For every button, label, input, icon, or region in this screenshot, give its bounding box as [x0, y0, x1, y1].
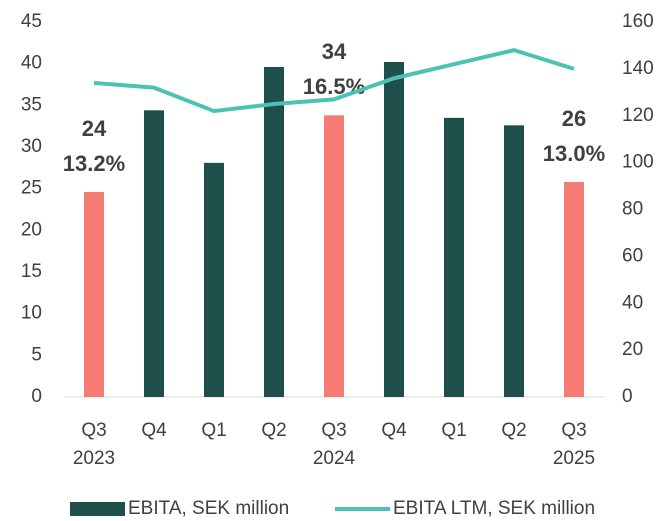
y-tick-label: 5	[31, 344, 42, 365]
y-tick-label: 40	[21, 53, 42, 74]
y2-tick-label: 40	[622, 292, 643, 313]
y-tick-label: 20	[21, 219, 42, 240]
margin-label: 13.0%	[543, 141, 605, 166]
legend-swatch	[70, 502, 125, 516]
bar	[204, 162, 224, 397]
y2-tick-label: 120	[622, 105, 654, 126]
bar	[264, 67, 284, 397]
bar	[504, 125, 524, 397]
x-tick-label: Q4	[381, 420, 407, 441]
y-tick-label: 45	[21, 11, 42, 32]
y-tick-label: 10	[21, 303, 42, 324]
y-tick-label: 0	[31, 386, 42, 407]
legend-label: EBITA, SEK million	[128, 498, 289, 519]
bar	[324, 115, 344, 397]
data-label: 34	[322, 39, 347, 64]
line	[93, 48, 575, 114]
x-tick-label: Q1	[441, 420, 466, 441]
data-label: 24	[82, 116, 107, 141]
y2-tick-label: 160	[622, 11, 654, 32]
x-tick-label: Q4	[141, 420, 167, 441]
y-tick-label: 15	[21, 261, 42, 282]
margin-label: 13.2%	[63, 151, 125, 176]
y2-tick-label: 100	[622, 152, 654, 173]
y-tick-label: 30	[21, 136, 42, 157]
bar	[444, 117, 464, 397]
legend-label: EBITA LTM, SEK million	[393, 498, 595, 519]
y2-tick-label: 0	[622, 386, 633, 407]
y2-tick-label: 140	[622, 58, 654, 79]
y-tick-label: 25	[21, 178, 42, 199]
y-tick-label: 35	[21, 94, 42, 115]
bar	[564, 182, 584, 397]
bar	[84, 192, 104, 397]
y2-tick-label: 80	[622, 199, 643, 220]
y2-tick-label: 60	[622, 245, 643, 266]
y2-tick-label: 20	[622, 339, 643, 360]
x-tick-label: Q2	[501, 420, 526, 441]
bar	[384, 62, 404, 397]
bar	[144, 110, 164, 397]
x-tick-label: Q3 2025	[553, 420, 595, 469]
data-label: 26	[562, 106, 586, 131]
margin-label: 16.5%	[303, 74, 365, 99]
x-tick-label: Q3 2023	[73, 420, 115, 469]
x-tick-label: Q3 2024	[313, 420, 356, 469]
x-tick-label: Q2	[261, 420, 286, 441]
x-tick-label: Q1	[201, 420, 226, 441]
